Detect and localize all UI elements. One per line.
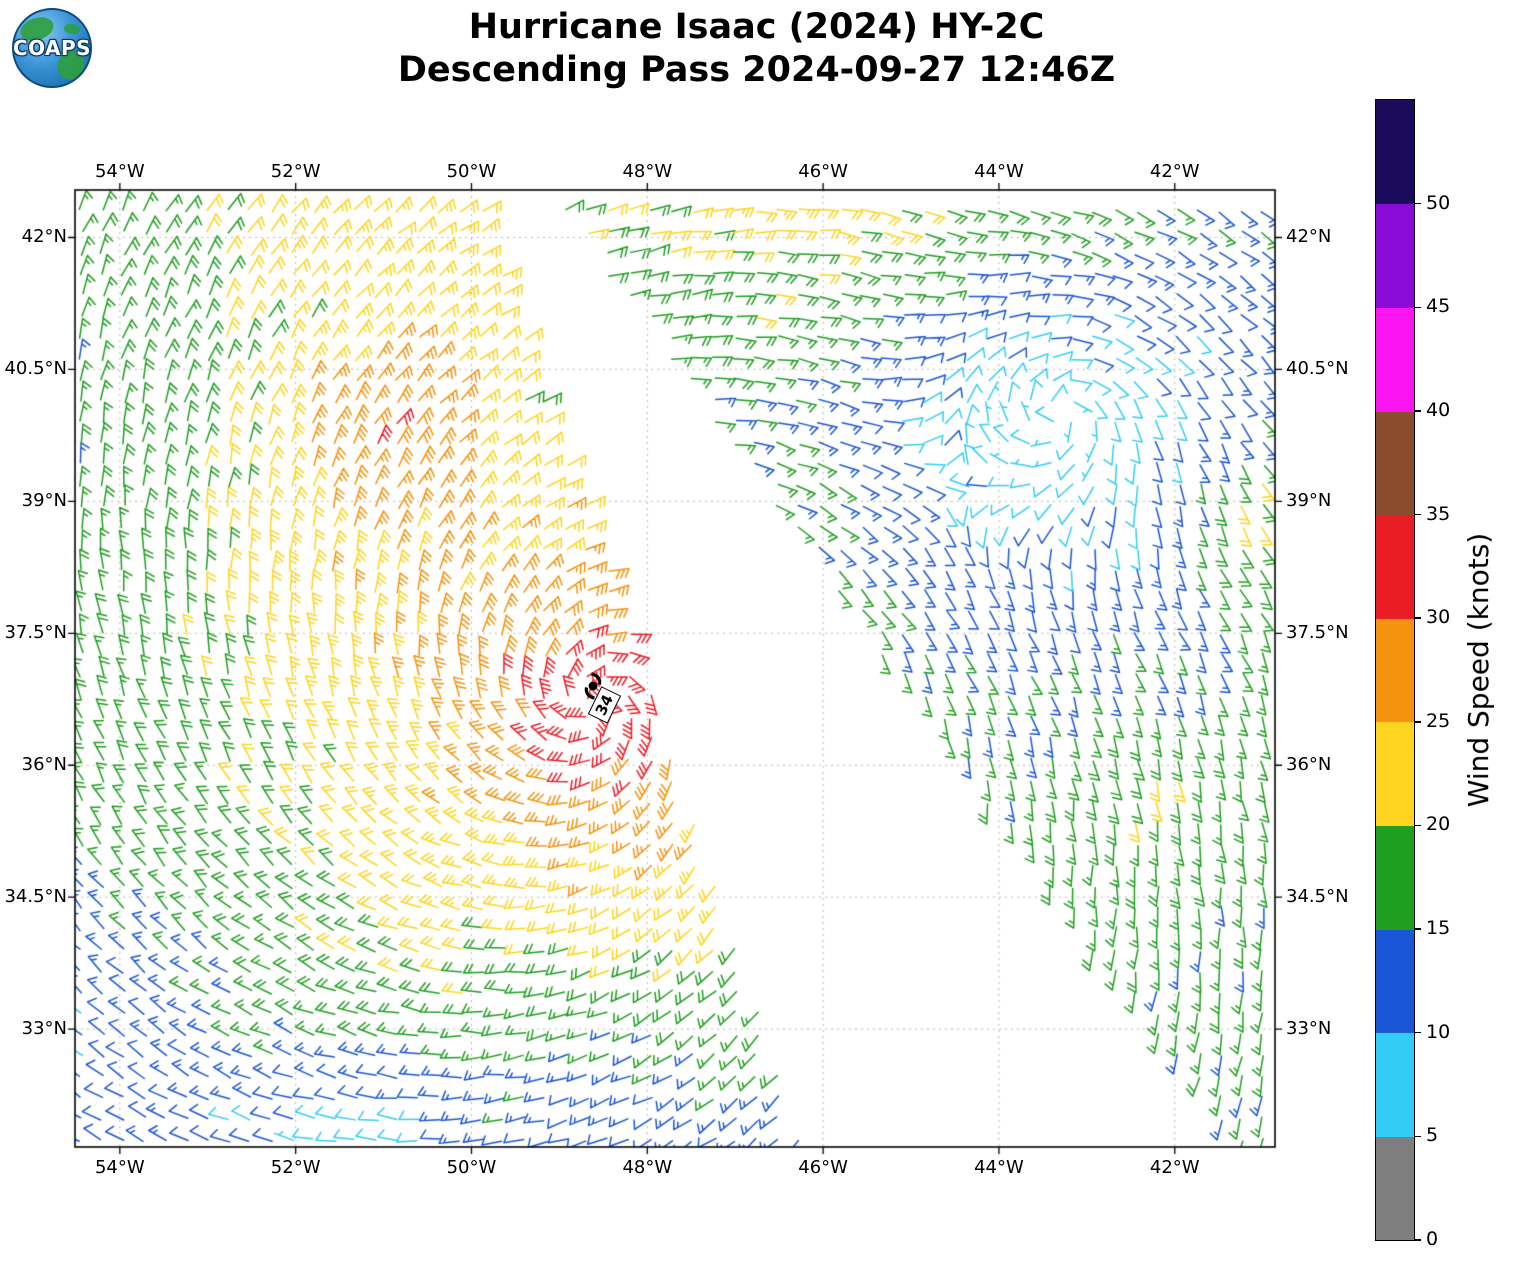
lat-tick-label-left: 39°N: [21, 490, 67, 512]
colorbar-tick-label: 25: [1426, 709, 1451, 732]
lon-tick-label-top: 46°W: [798, 161, 848, 182]
lon-tick-label-top: 52°W: [270, 161, 321, 182]
colorbar-tick-label: 30: [1426, 606, 1451, 629]
lat-tick-label-left: 33°N: [21, 1018, 67, 1040]
colorbar-tickmark: [1415, 928, 1421, 930]
colorbar-tick-label: 35: [1426, 502, 1451, 525]
lat-tick-label-right: 33°N: [1286, 1018, 1332, 1040]
lon-tick-label-bottom: 44°W: [974, 1157, 1024, 1178]
colorbar-tickmark: [1415, 1135, 1421, 1138]
lon-tick-label-top: 54°W: [94, 161, 145, 182]
colorbar-segment: [1376, 618, 1414, 723]
colorbar-axis-label: Wind Speed (knots): [1462, 532, 1495, 808]
lon-tick-label-top: 48°W: [622, 161, 673, 182]
lat-tick-label-left: 42°N: [21, 226, 67, 248]
colorbar-tickmark: [1415, 721, 1421, 723]
lon-tick-label-bottom: 48°W: [622, 1157, 673, 1178]
lat-tick-label-right: 39°N: [1286, 490, 1332, 512]
colorbar-segment: [1376, 514, 1414, 619]
lon-tick-label-bottom: 54°W: [94, 1157, 145, 1178]
lon-tick-label-top: 44°W: [974, 161, 1024, 182]
lon-tick-label-bottom: 42°W: [1149, 1157, 1200, 1178]
colorbar-tick-label: 50: [1426, 191, 1451, 214]
colorbar-segment: [1376, 929, 1414, 1034]
colorbar-tickmark: [1415, 1239, 1421, 1241]
colorbar-tick-label: 0: [1426, 1228, 1439, 1250]
colorbar-tickmark: [1415, 513, 1421, 516]
lon-tick-label-top: 50°W: [446, 161, 497, 182]
colorbar-segment: [1376, 721, 1414, 827]
colorbar-tick-label: 10: [1426, 1020, 1451, 1043]
colorbar-segment: [1376, 307, 1414, 412]
lat-tick-label-right: 36°N: [1286, 754, 1332, 776]
colorbar-tick-label: 15: [1426, 917, 1451, 940]
lat-tick-label-left: 40.5°N: [4, 358, 67, 380]
lat-tick-label-right: 40.5°N: [1286, 358, 1349, 380]
lon-tick-label-top: 42°W: [1149, 161, 1200, 182]
colorbar-tickmark: [1415, 306, 1421, 309]
colorbar-segment: [1376, 1136, 1414, 1241]
lat-tick-label-left: 36°N: [21, 754, 67, 776]
colorbar-tickmark: [1415, 410, 1421, 412]
colorbar-tick-label: 45: [1426, 295, 1451, 318]
colorbar-segment: [1376, 1032, 1414, 1137]
colorbar-segment: [1376, 203, 1414, 308]
colorbar-tickmark: [1415, 617, 1421, 619]
colorbar-tick-label: 20: [1426, 813, 1451, 836]
tropical-storm-icon: [584, 672, 601, 700]
lon-tick-label-bottom: 50°W: [446, 1157, 497, 1178]
lat-tick-label-right: 34.5°N: [1286, 886, 1349, 908]
lat-tick-label-left: 37.5°N: [4, 622, 67, 644]
colorbar-tickmark: [1415, 824, 1421, 827]
lat-tick-label-right: 42°N: [1286, 226, 1332, 248]
colorbar-tickmark: [1415, 202, 1421, 205]
lat-tick-label-left: 34.5°N: [4, 886, 67, 908]
colorbar-tick-label: 40: [1426, 398, 1451, 421]
colorbar-tickmark: [1415, 1031, 1421, 1034]
lon-tick-label-bottom: 46°W: [798, 1157, 848, 1178]
lon-tick-label-bottom: 52°W: [270, 1157, 321, 1178]
colorbar-segment: [1376, 825, 1414, 930]
lat-tick-label-right: 37.5°N: [1286, 622, 1349, 644]
colorbar-border: [1375, 99, 1415, 1241]
colorbar-segment: [1376, 410, 1414, 516]
colorbar-tick-label: 5: [1426, 1124, 1439, 1147]
colorbar-segment: [1376, 100, 1414, 205]
